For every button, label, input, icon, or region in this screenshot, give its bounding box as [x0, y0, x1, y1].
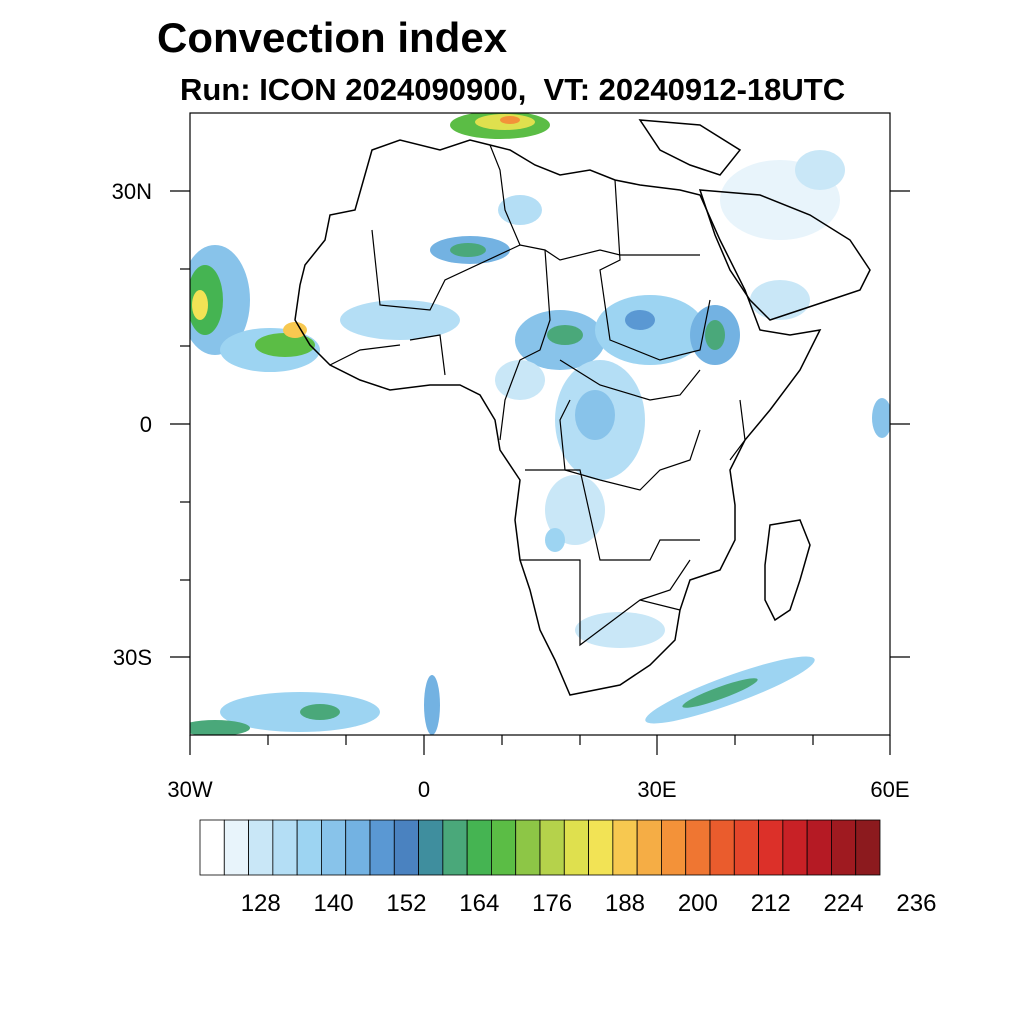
- colorbar-swatch: [418, 819, 444, 876]
- colorbar-swatch: [661, 819, 687, 876]
- colorbar-swatch: [539, 819, 565, 876]
- country-borders: [329, 144, 746, 647]
- colorbar: [199, 819, 881, 876]
- y-tick-label: 30N: [112, 179, 152, 204]
- run-subtitle: Run: ICON 2024090900, VT: 20240912-18UTC: [180, 72, 846, 107]
- colorbar-label: 224: [824, 890, 864, 917]
- colorbar-swatch: [782, 819, 808, 876]
- colorbar-swatch: [491, 819, 517, 876]
- y-tick-label: 0: [140, 412, 152, 437]
- x-tick-label: 30E: [637, 777, 676, 802]
- x-tick-label: 30W: [167, 777, 212, 802]
- colorbar-label: 188: [605, 890, 645, 917]
- colorbar-label: 128: [241, 890, 281, 917]
- colorbar-swatch: [855, 819, 881, 876]
- colorbar-label: 140: [314, 890, 354, 917]
- colorbar-swatch: [369, 819, 395, 876]
- chart-title: Convection index: [157, 14, 508, 61]
- colorbar-swatch: [612, 819, 638, 876]
- colorbar-swatch: [248, 819, 274, 876]
- colorbar-swatch: [709, 819, 735, 876]
- colorbar-swatch: [733, 819, 759, 876]
- colorbar-swatch: [321, 819, 347, 876]
- colorbar-label: 200: [678, 890, 718, 917]
- colorbar-swatch: [831, 819, 857, 876]
- colorbar-swatch: [563, 819, 589, 876]
- x-tick-label: 60E: [870, 777, 909, 802]
- colorbar-swatch: [442, 819, 468, 876]
- tick-marks: [170, 190, 910, 755]
- colorbar-swatch: [345, 819, 371, 876]
- colorbar-swatch: [296, 819, 322, 876]
- colorbar-swatch: [393, 819, 419, 876]
- colorbar-label: 176: [532, 890, 572, 917]
- colorbar-swatch: [685, 819, 711, 876]
- colorbar-label: 164: [459, 890, 499, 917]
- colorbar-swatch: [466, 819, 492, 876]
- colorbar-swatch: [636, 819, 662, 876]
- colorbar-label: 152: [386, 890, 426, 917]
- colorbar-swatch: [223, 819, 249, 876]
- colorbar-label: 236: [896, 890, 936, 917]
- colorbar-label: 212: [751, 890, 791, 917]
- colorbar-swatch: [199, 819, 225, 876]
- colorbar-swatch: [588, 819, 614, 876]
- x-tick-label: 0: [418, 777, 430, 802]
- colorbar-labels: 128 140 152 164 176 188 200 212 224 236: [241, 890, 937, 917]
- colorbar-swatch: [806, 819, 832, 876]
- map-area: [190, 113, 890, 735]
- colorbar-swatch: [272, 819, 298, 876]
- colorbar-swatch: [758, 819, 784, 876]
- colorbar-swatch: [515, 819, 541, 876]
- convection-shading: [190, 113, 890, 735]
- y-tick-label: 30S: [113, 645, 152, 670]
